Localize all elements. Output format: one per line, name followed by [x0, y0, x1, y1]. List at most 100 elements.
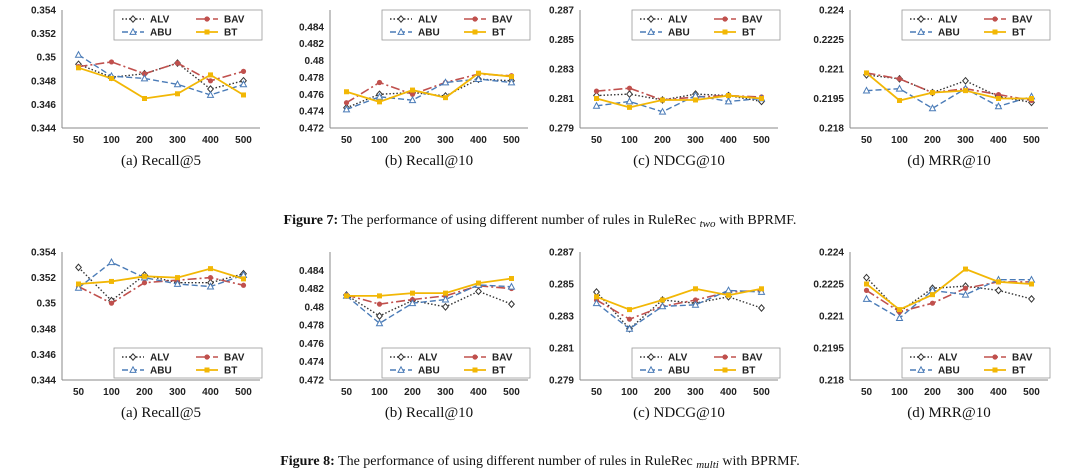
chart-3-legend-marker-bt: [722, 29, 728, 35]
chart-5-y-tick-label: 0.344: [31, 376, 56, 387]
chart-6-series-bt-line: [346, 277, 512, 297]
chart-2-series-abu-point: [507, 78, 516, 86]
chart-6-y-tick-label: 0.482: [299, 284, 324, 295]
figure-7-caption-text: The performance of using different numbe…: [341, 213, 696, 228]
chart-6-series-bt-point: [476, 280, 481, 286]
chart-8-y-tick-label: 0.2195: [813, 344, 844, 355]
chart-7-series-bav-point: [692, 297, 699, 303]
chart-3-x-tick-label: 500: [753, 135, 770, 146]
chart-3-series-bt-point: [693, 97, 698, 103]
chart-1-y-tick-label: 0.346: [31, 100, 56, 111]
chart-1-legend-marker-bav: [204, 16, 210, 22]
chart-7-x-tick-label: 400: [720, 387, 737, 398]
chart-7-legend-marker-alv: [647, 353, 655, 361]
chart-2-legend-marker-alv: [397, 15, 405, 23]
chart-3-legend-label-bt: BT: [742, 28, 755, 39]
chart-6-series-abu-line: [346, 284, 512, 325]
chart-5-legend-marker-bt: [204, 367, 210, 373]
chart-7-legend-label-bt: BT: [742, 366, 755, 377]
chart-7-legend-marker-bt: [722, 367, 728, 373]
chart-8-legend-marker-bt: [992, 367, 998, 373]
chart-2-legend-marker-bt: [472, 29, 478, 35]
chart-7-subtitle: (c) NDCG@10: [633, 405, 725, 421]
chart-5-series-abu-point: [206, 282, 215, 290]
chart-4-legend-marker-bav: [992, 16, 998, 22]
chart-3-legend-box: [631, 9, 781, 41]
chart-6-x-tick-label: 100: [371, 387, 388, 398]
chart-8-series-alv-point: [1028, 294, 1035, 303]
chart-3-series-bt-point: [627, 104, 632, 110]
chart-6-series-bt-point: [443, 290, 448, 296]
chart-4-series-abu-point: [928, 104, 937, 112]
chart-7-series-abu-point: [658, 302, 667, 310]
chart-6-y-tick-label: 0.478: [299, 321, 324, 332]
chart-8-panel: 0.224 0.2225 0.221 0.2195 0.218 50 100 200 300 40…: [813, 248, 1051, 421]
chart-5-legend-marker-bav: [204, 354, 210, 360]
figure-7-caption-subscript: two: [700, 218, 716, 230]
chart-4-series-bt-point: [930, 90, 935, 96]
chart-2-legend-label-abu: ABU: [418, 28, 440, 39]
chart-8-legend-marker-alv: [917, 353, 925, 361]
chart-4-series-bt-point: [864, 70, 869, 76]
chart-6-x-tick-label: 50: [341, 387, 353, 398]
chart-8-series-alv-point: [995, 286, 1002, 295]
chart-8-legend-label-abu: ABU: [938, 366, 960, 377]
chart-6-series-alv-point: [376, 312, 383, 320]
chart-1-legend-marker-alv: [129, 15, 137, 23]
chart-7-legend-box: [631, 347, 781, 379]
chart-1-series-bt-point: [208, 72, 213, 78]
chart-4-legend-label-alv: ALV: [938, 15, 958, 26]
chart-2-series-abu-point: [408, 95, 417, 104]
chart-1-panel: 0.354 0.352 0.35 0.348 0.346 0.344 50 100 200 300…: [31, 6, 263, 169]
chart-1-y-tick-label: 0.35: [37, 53, 57, 64]
chart-1-x-tick-label: 500: [235, 135, 252, 146]
chart-3-series-abu-point: [592, 101, 601, 109]
chart-6-legend-marker-bt: [472, 367, 478, 373]
chart-8-legend-label-bav: BAV: [1012, 353, 1033, 364]
chart-6-series-abu-point: [441, 295, 450, 303]
chart-3-series-abu-line: [596, 94, 762, 113]
chart-3-y-tick-label: 0.287: [549, 6, 574, 17]
chart-2-series-abu-point: [375, 92, 384, 100]
chart-1-series-bt-point: [142, 96, 147, 101]
chart-6-series-abu-point: [507, 282, 516, 290]
chart-8-x-tick-label: 50: [861, 387, 873, 398]
chart-7-series-bav-line: [596, 289, 762, 321]
chart-8-legend-marker-bav: [992, 354, 998, 360]
chart-4-y-tick-label: 0.218: [819, 124, 844, 135]
chart-8-y-tick-label: 0.221: [819, 312, 844, 323]
chart-8-x-tick-label: 300: [957, 387, 974, 398]
figure-7-caption-label: Figure 7:: [284, 213, 339, 228]
chart-6-subtitle: (b) Recall@10: [385, 405, 473, 421]
chart-6-series-abu-point: [375, 319, 384, 327]
chart-6-legend: ALV BAV ABU BT: [381, 347, 531, 379]
chart-7-series-bt-line: [596, 287, 762, 311]
chart-8-series-abu-point: [895, 313, 904, 322]
chart-3-legend: ALV BAV ABU BT: [631, 9, 781, 41]
chart-2-series-bt-point: [509, 74, 514, 80]
chart-4-series-abu-point: [862, 86, 871, 94]
chart-8-series-bav-point: [929, 300, 936, 306]
chart-3-series-bt-point: [726, 93, 731, 99]
chart-4-y-tick-label: 0.2225: [813, 35, 844, 46]
chart-1-series-bav-point: [141, 71, 148, 77]
chart-1-series-abu-point: [239, 80, 248, 88]
chart-1-legend-marker-abu: [129, 27, 137, 35]
chart-3-legend-marker-bav: [722, 16, 728, 22]
chart-6-y-tick-label: 0.48: [305, 302, 325, 313]
chart-2-y-tick-label: 0.478: [299, 73, 324, 84]
chart-6-legend-marker-abu: [397, 365, 405, 373]
figure-8-caption-label: Figure 8:: [280, 454, 335, 469]
chart-4-series-abu-line: [866, 87, 1032, 110]
chart-3-x-tick-label: 300: [687, 135, 704, 146]
chart-7-series-bt-point: [660, 297, 665, 303]
chart-6-series-bt-point: [344, 293, 349, 299]
chart-5-series-abu-point: [173, 279, 182, 287]
chart-4-legend-label-bt: BT: [1012, 28, 1025, 39]
chart-5-series-alv-point: [75, 263, 82, 272]
chart-5-y-tick-label: 0.35: [37, 299, 57, 310]
chart-5-series-bt-point: [142, 273, 147, 279]
chart-8-series-bt-point: [1029, 281, 1034, 287]
chart-4-series-bav-point: [995, 91, 1002, 98]
chart-2-y-tick-label: 0.482: [299, 39, 324, 50]
